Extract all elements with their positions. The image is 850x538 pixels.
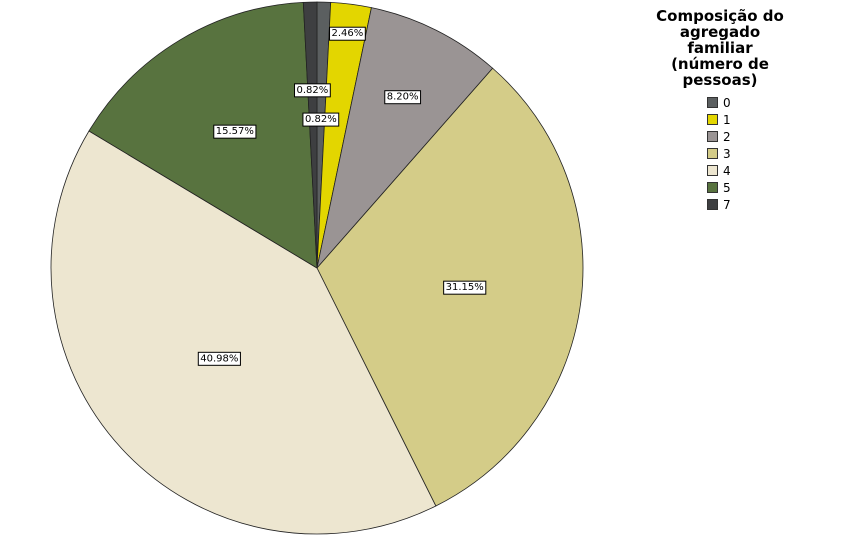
- value-label-group: 0.82%: [302, 112, 340, 127]
- value-label-group: 0.82%: [294, 83, 331, 98]
- legend-swatch: [707, 165, 718, 176]
- legend-item: 4: [707, 162, 785, 179]
- pie-slice: [50, 130, 437, 535]
- legend-label: 3: [723, 146, 731, 161]
- legend-item: 2: [707, 128, 785, 145]
- legend-item: 5: [707, 179, 785, 196]
- legend-item: 7: [707, 196, 785, 213]
- value-label-box: [302, 112, 340, 127]
- legend-label: 5: [723, 180, 731, 195]
- pie-slice: [88, 1, 318, 269]
- legend-swatch: [707, 97, 718, 108]
- pie-area: 0.82% 2.46% 8.20% 31.15% 40.98% 15.57% 0.82%: [50, 1, 584, 535]
- legend: Composição do agregado familiar (número …: [655, 8, 785, 213]
- legend-label: 2: [723, 129, 731, 144]
- value-label-box: [294, 83, 331, 98]
- value-label-box: [213, 124, 257, 139]
- value-label-group: 15.57%: [213, 124, 257, 139]
- legend-label: 0: [723, 95, 731, 110]
- legend-label: 4: [723, 163, 731, 178]
- legend-label: 7: [723, 197, 731, 212]
- value-label: 15.57%: [216, 126, 254, 137]
- value-label-box: [197, 351, 241, 366]
- legend-swatch: [707, 182, 718, 193]
- legend-item: 3: [707, 145, 785, 162]
- legend-swatch: [707, 199, 718, 210]
- value-label: 31.15%: [446, 282, 484, 293]
- value-label-group: 40.98%: [197, 351, 241, 366]
- value-label-box: [443, 280, 487, 295]
- legend-swatch: [707, 114, 718, 125]
- legend-swatch: [707, 148, 718, 159]
- value-label: 0.82%: [297, 85, 329, 96]
- pie-slice: [302, 1, 318, 269]
- legend-swatch: [707, 131, 718, 142]
- value-label: 40.98%: [200, 353, 238, 364]
- legend-item: 0: [707, 94, 785, 111]
- value-label-group: 8.20%: [384, 90, 422, 105]
- value-label-group: 2.46%: [329, 26, 366, 41]
- value-label-box: [329, 26, 366, 41]
- value-label-box: [384, 90, 422, 105]
- legend-item: 1: [707, 111, 785, 128]
- value-label-group: 31.15%: [443, 280, 487, 295]
- legend-label: 1: [723, 112, 731, 127]
- legend-title: Composição do agregado familiar (número …: [656, 7, 784, 89]
- value-label: 2.46%: [332, 28, 364, 39]
- value-label: 0.82%: [305, 114, 337, 125]
- value-label: 8.20%: [387, 92, 419, 103]
- legend-rows: 0 1 2 3 4 5 7: [655, 94, 785, 213]
- pie-slice: [316, 7, 494, 270]
